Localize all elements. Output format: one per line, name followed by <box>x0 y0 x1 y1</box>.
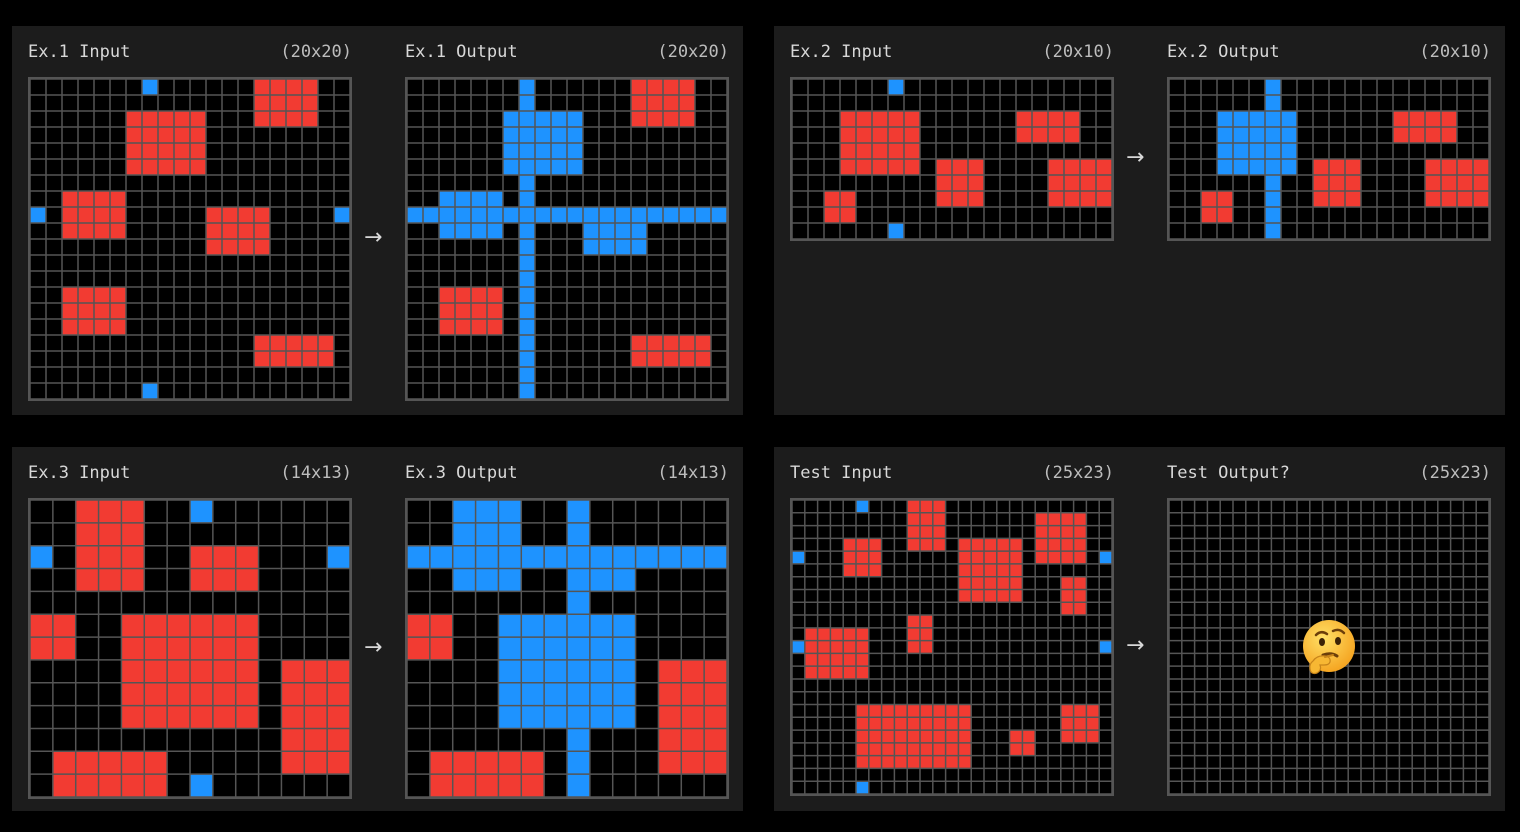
blue-cell-block <box>792 551 805 564</box>
red-cell-block <box>843 538 882 577</box>
transform-arrow-icon: → <box>364 225 383 250</box>
input-grid-title: Ex.1 Input <box>28 42 131 62</box>
blue-cell-block <box>856 781 869 794</box>
grid-canvas <box>28 77 352 401</box>
blue-cell-block <box>30 545 53 569</box>
grid-dimensions-label: (14x13) <box>280 463 352 483</box>
grid-canvas <box>1167 77 1491 241</box>
grid-dimensions-label: (25x23) <box>1042 463 1114 483</box>
grid-svg <box>792 500 1112 794</box>
red-cell-block <box>1060 704 1100 743</box>
grid-svg <box>407 500 727 797</box>
transform-arrow-icon: → <box>364 634 383 660</box>
thinking-face-icon <box>1299 617 1359 677</box>
example-panel-4: Test Input (25x23) Test Output? (25x23) → <box>774 447 1505 811</box>
input-grid-title: Ex.3 Input <box>28 463 131 483</box>
red-cell-block <box>856 704 972 769</box>
grid-dimensions-label: (20x20) <box>657 42 729 62</box>
blue-cell-block <box>1099 551 1112 564</box>
example-panel-2: Ex.2 Input (20x10) Ex.2 Output (20x10) → <box>774 26 1505 415</box>
grid-canvas <box>405 498 729 799</box>
red-cell-block <box>936 159 984 207</box>
blue-cell-block <box>888 223 904 239</box>
grid-canvas <box>1167 498 1491 796</box>
blue-cell-block <box>327 545 350 569</box>
grid-dimensions-label: (25x23) <box>1419 463 1491 483</box>
blue-cell-block <box>1099 640 1112 654</box>
blue-cell-block <box>142 79 158 95</box>
grid-dimensions-label: (20x10) <box>1419 42 1491 62</box>
blue-cell-block <box>190 774 213 797</box>
grid-canvas <box>405 77 729 401</box>
input-grid-title: Ex.2 Input <box>790 42 893 62</box>
output-grid-title: Ex.3 Output <box>405 463 518 483</box>
example-panel-1: Ex.1 Input (20x20) Ex.1 Output (20x20) → <box>12 26 743 415</box>
input-grid-title: Test Input <box>790 463 893 483</box>
grid-dimensions-label: (20x10) <box>1042 42 1114 62</box>
transform-arrow-icon: → <box>1126 145 1145 170</box>
red-cell-block <box>958 538 1023 603</box>
grid-svg <box>407 79 727 399</box>
blue-cell-block <box>30 207 46 223</box>
grid-canvas <box>28 498 352 799</box>
grid-svg <box>30 79 350 399</box>
red-cell-block <box>281 659 350 775</box>
blue-cell-block <box>190 500 213 523</box>
transform-arrow-icon: → <box>1126 633 1145 658</box>
grid-canvas <box>790 498 1114 796</box>
grid-svg <box>1169 79 1489 239</box>
grid-svg <box>30 500 350 797</box>
blue-cell-block <box>334 207 350 223</box>
blue-cell-block <box>888 79 904 95</box>
output-grid-title: Test Output? <box>1167 463 1290 483</box>
grid-dimensions-label: (14x13) <box>657 463 729 483</box>
example-panel-3: Ex.3 Input (14x13) Ex.3 Output (14x13) → <box>12 447 743 811</box>
output-grid-title: Ex.2 Output <box>1167 42 1280 62</box>
grid-svg <box>792 79 1112 239</box>
blue-cell-block <box>792 640 805 654</box>
grid-dimensions-label: (20x20) <box>280 42 352 62</box>
output-grid-title: Ex.1 Output <box>405 42 518 62</box>
red-cell-block <box>1313 159 1361 207</box>
grid-canvas <box>790 77 1114 241</box>
blue-cell-block <box>856 500 869 513</box>
blue-cell-block <box>142 383 158 399</box>
red-cell-block <box>658 659 727 775</box>
